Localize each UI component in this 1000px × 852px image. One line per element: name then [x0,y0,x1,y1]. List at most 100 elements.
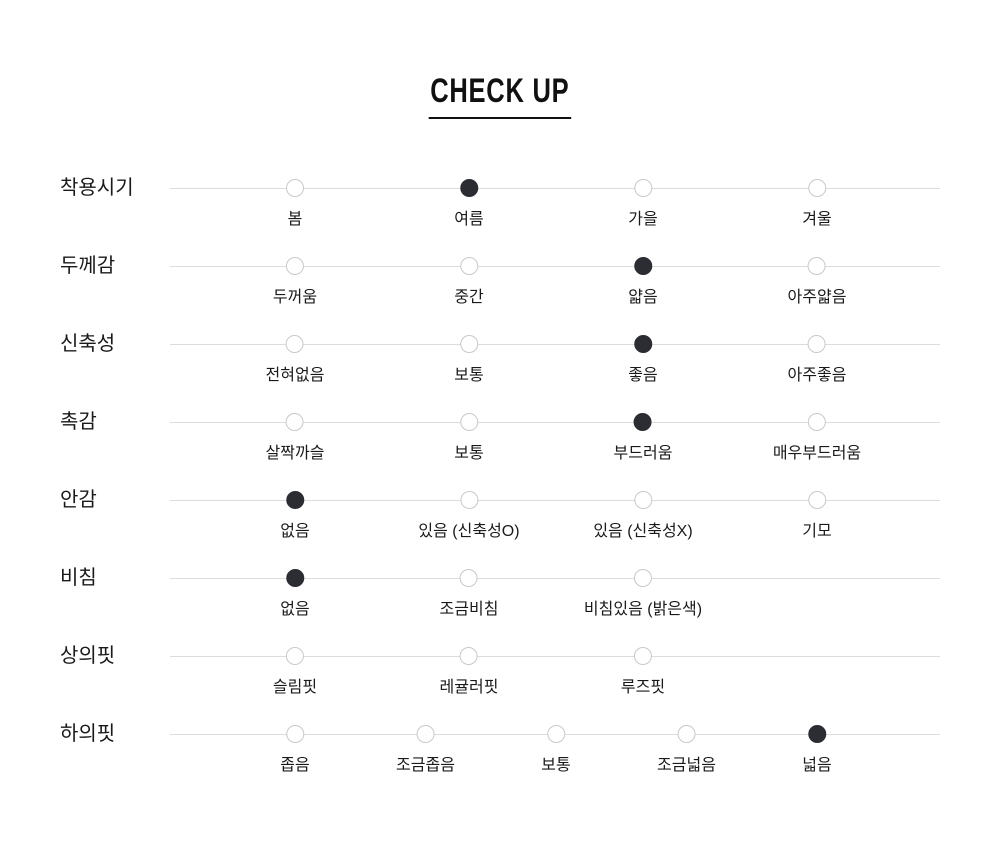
scale-track: 전혀없음 보통 좋음 아주좋음 [170,334,940,412]
unselected-dot-icon [633,647,652,665]
track-line [170,578,940,579]
unselected-dot-icon [285,335,304,353]
scale-option: 조금좁음 [396,724,455,775]
unselected-dot-icon [807,179,826,197]
option-label: 없음 [280,523,310,540]
scale-track: 없음 조금비침 비침있음 (밝은색) [170,568,940,646]
unselected-dot-icon [285,647,304,665]
option-label: 매우부드러움 [772,445,862,462]
option-label: 넓음 [802,757,832,774]
option-label: 봄 [287,211,303,228]
option-label: 비침있음 (밝은색) [583,601,703,618]
scale-option: 슬림핏 [273,646,317,697]
scale-option: 없음 [280,568,310,619]
option-label: 부드러움 [613,445,673,462]
option-label: 겨울 [802,211,832,228]
scale-option: 매우부드러움 [773,412,861,463]
scale-option: 레귤러핏 [439,646,499,697]
option-label: 보통 [454,367,484,384]
scale-option: 보통 [454,412,484,463]
option-label: 가을 [628,211,658,228]
unselected-dot-icon [807,335,826,353]
scale-option: 얇음 [628,256,658,307]
scale-option: 아주좋음 [787,334,847,385]
scale-option: 여름 [454,178,484,229]
unselected-dot-icon [633,179,652,197]
attribute-label: 안감 [60,489,97,511]
unselected-dot-icon [459,335,478,353]
scale-option: 비침있음 (밝은색) [584,568,702,619]
option-label: 아주좋음 [787,367,847,384]
track-line [170,422,940,423]
option-label: 아주얇음 [787,289,847,306]
option-label: 기모 [802,523,832,540]
option-label: 있음 (신축성O) [418,523,520,540]
option-label: 여름 [454,211,484,228]
unselected-dot-icon [285,257,304,275]
scale-option: 있음 (신축성O) [418,490,520,541]
option-label: 살짝까슬 [265,445,325,462]
unselected-dot-icon [807,413,826,431]
scale-track: 없음 있음 (신축성O) 있음 (신축성X) 기모 [170,490,940,568]
attribute-label: 착용시기 [60,177,134,199]
unselected-dot-icon [459,647,478,665]
scale-option: 있음 (신축성X) [593,490,693,541]
scale-option: 중간 [454,256,484,307]
scale-track: 봄 여름 가을 겨울 [170,178,940,256]
scale-option: 봄 [286,178,304,229]
checkup-row: 하의핏 좁음 조금좁음 보통 조금넓음 넓음 [0,724,1000,802]
unselected-dot-icon [807,491,826,509]
unselected-dot-icon [285,725,304,743]
unselected-dot-icon [634,569,652,587]
track-line [170,266,940,267]
track-line [170,656,940,657]
unselected-dot-icon [634,491,652,509]
scale-option: 넓음 [802,724,832,775]
scale-option: 조금비침 [440,568,498,619]
unselected-dot-icon [460,491,478,509]
checkup-row: 비침 없음 조금비침 비침있음 (밝은색) [0,568,1000,646]
scale-option: 가을 [628,178,658,229]
attribute-label: 상의핏 [60,645,116,667]
unselected-dot-icon [546,725,565,743]
selected-dot-icon [285,491,304,509]
option-label: 보통 [541,757,571,774]
unselected-dot-icon [459,569,478,587]
track-line [170,344,940,345]
option-label: 없음 [280,601,310,618]
option-label: 루즈핏 [620,679,666,696]
scale-track: 두꺼움 중간 얇음 아주얇음 [170,256,940,334]
track-line [170,188,940,189]
scale-option: 루즈핏 [621,646,665,697]
attribute-label: 두께감 [60,255,116,277]
unselected-dot-icon [286,179,304,197]
scale-track: 슬림핏 레귤러핏 루즈핏 [170,646,940,724]
scale-track: 좁음 조금좁음 보통 조금넓음 넓음 [170,724,940,802]
scale-option: 좁음 [280,724,310,775]
option-label: 좋음 [628,367,658,384]
option-label: 레귤러핏 [439,679,499,696]
scale-option: 겨울 [802,178,832,229]
scale-option: 보통 [454,334,484,385]
checkup-rows: 착용시기 봄 여름 가을 겨울 두께감 두꺼움 중간 얇음 아주얇음 신축성 전혀없음 보통 좋음 아주좋음… [0,178,1000,802]
unselected-dot-icon [459,413,478,431]
scale-track: 살짝까슬 보통 부드러움 매우부드러움 [170,412,940,490]
selected-dot-icon [285,569,304,587]
checkup-row: 상의핏 슬림핏 레귤러핏 루즈핏 [0,646,1000,724]
option-label: 전혀없음 [265,367,325,384]
unselected-dot-icon [677,725,696,743]
selected-dot-icon [807,725,826,743]
scale-option: 전혀없음 [265,334,325,385]
attribute-label: 비침 [60,567,97,589]
scale-option: 부드러움 [613,412,673,463]
attribute-label: 하의핏 [60,723,116,745]
checkup-row: 안감 없음 있음 (신축성O) 있음 (신축성X) 기모 [0,490,1000,568]
option-label: 조금넓음 [657,757,716,774]
scale-option: 없음 [280,490,310,541]
selected-dot-icon [633,335,652,353]
attribute-label: 촉감 [60,411,97,433]
scale-option: 기모 [802,490,832,541]
checkup-row: 신축성 전혀없음 보통 좋음 아주좋음 [0,334,1000,412]
unselected-dot-icon [416,725,435,743]
